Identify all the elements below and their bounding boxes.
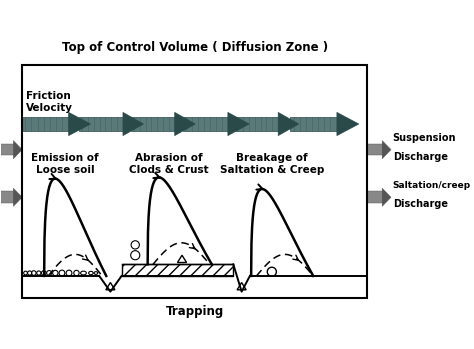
Polygon shape [13, 141, 22, 159]
Bar [235, 117, 281, 132]
Text: Suspension: Suspension [393, 133, 456, 143]
Bar [121, 264, 233, 276]
Text: Breakage of
Saltation & Creep: Breakage of Saltation & Creep [219, 153, 324, 175]
Bar [22, 65, 367, 298]
Bar [79, 117, 126, 132]
Text: Trapping: Trapping [165, 305, 224, 318]
Bar [22, 117, 72, 132]
Text: Discharge: Discharge [393, 199, 448, 209]
Bar [0, 144, 14, 155]
Bar [291, 117, 340, 132]
Text: Discharge: Discharge [393, 152, 448, 162]
Bar [0, 192, 14, 203]
Text: Top of Control Volume ( Diffusion Zone ): Top of Control Volume ( Diffusion Zone ) [62, 40, 328, 53]
Polygon shape [337, 112, 359, 136]
Text: Saltation/creep: Saltation/creep [393, 181, 471, 190]
Text: Abrasion of
Clods & Crust: Abrasion of Clods & Crust [128, 153, 208, 175]
Text: Emission of
Loose soil: Emission of Loose soil [31, 153, 99, 175]
Polygon shape [13, 188, 22, 206]
Text: Friction
Velocity: Friction Velocity [26, 91, 73, 113]
Polygon shape [278, 112, 299, 136]
Bar [183, 117, 230, 132]
Bar [367, 144, 383, 155]
Polygon shape [228, 112, 249, 136]
Bar [131, 117, 177, 132]
Polygon shape [69, 112, 91, 136]
Polygon shape [382, 188, 391, 206]
Bar [367, 192, 383, 203]
Polygon shape [175, 112, 195, 136]
Polygon shape [382, 141, 391, 159]
Polygon shape [123, 112, 144, 136]
